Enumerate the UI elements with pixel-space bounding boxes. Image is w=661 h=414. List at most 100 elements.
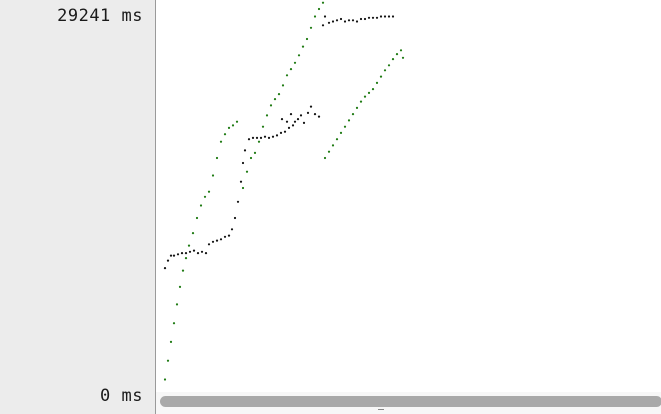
data-point-series-1: [279, 131, 283, 134]
data-point-series-2: [387, 64, 391, 67]
horizontal-scrollbar[interactable]: [155, 392, 661, 414]
data-point-series-2: [169, 340, 173, 343]
data-point-series-2: [227, 126, 231, 129]
data-point-series-2: [181, 269, 185, 272]
data-point-series-1: [335, 19, 339, 22]
y-axis-panel: 29241 ms 0 ms: [0, 0, 155, 414]
data-point-series-1: [379, 15, 383, 18]
data-point-series-2: [175, 303, 179, 306]
data-point-series-2: [273, 98, 277, 101]
data-point-series-1: [255, 136, 259, 139]
data-point-series-2: [347, 119, 351, 122]
data-point-series-2: [253, 151, 257, 154]
data-point-series-1: [192, 249, 196, 252]
data-point-series-2: [235, 120, 239, 123]
data-point-series-1: [391, 15, 395, 18]
data-point-series-1: [306, 111, 310, 114]
data-point-series-1: [211, 240, 215, 243]
data-point-series-2: [172, 322, 176, 325]
data-point-series-1: [233, 216, 237, 220]
data-point-series-2: [323, 156, 327, 160]
data-point-series-2: [166, 359, 170, 362]
data-point-series-2: [363, 95, 367, 98]
data-point-series-1: [241, 161, 245, 165]
data-point-series-2: [391, 58, 395, 61]
data-point-series-1: [166, 259, 170, 262]
data-point-series-2: [355, 106, 359, 109]
data-point-series-1: [247, 138, 251, 141]
data-point-series-1: [313, 113, 317, 116]
data-point-series-2: [257, 140, 261, 143]
data-point-series-1: [355, 20, 359, 23]
scroll-tick-mark: [378, 409, 384, 410]
data-point-series-2: [231, 124, 235, 127]
data-point-series-2: [203, 195, 207, 198]
data-point-series-2: [207, 190, 211, 193]
data-point-series-2: [401, 56, 405, 59]
data-point-series-1: [383, 15, 387, 18]
data-point-series-2: [301, 45, 305, 48]
data-point-series-1: [347, 19, 351, 22]
data-point-series-1: [230, 228, 234, 231]
data-point-series-2: [379, 75, 383, 78]
data-point-series-2: [163, 378, 167, 381]
data-point-series-1: [302, 121, 306, 124]
data-point-series-2: [359, 100, 363, 103]
data-point-series-2: [195, 216, 199, 220]
data-point-series-2: [269, 104, 273, 107]
data-point-series-2: [297, 54, 301, 57]
data-point-series-1: [299, 114, 303, 117]
scrollbar-thumb[interactable]: [160, 396, 661, 407]
data-point-series-1: [387, 15, 391, 18]
data-point-series-2: [277, 93, 281, 96]
scatter-plot: [163, 1, 405, 381]
data-point-series-1: [259, 136, 263, 139]
data-point-series-1: [271, 135, 275, 138]
data-point-series-1: [219, 238, 223, 241]
data-point-series-2: [261, 125, 265, 128]
data-point-series-1: [327, 21, 331, 24]
data-point-series-1: [227, 234, 231, 237]
data-point-series-1: [309, 105, 313, 108]
data-point-series-1: [321, 24, 325, 27]
data-point-series-1: [188, 250, 192, 253]
data-point-series-1: [289, 113, 293, 116]
data-point-series-1: [163, 267, 167, 270]
data-point-series-1: [359, 17, 363, 21]
data-point-series-1: [251, 136, 255, 139]
data-point-series-2: [395, 53, 399, 56]
data-point-series-2: [223, 133, 227, 136]
data-point-series-1: [239, 180, 243, 183]
data-point-series-2: [265, 114, 269, 117]
data-point-series-1: [296, 118, 300, 121]
data-point-series-1: [180, 252, 184, 255]
data-point-series-1: [275, 134, 279, 137]
data-point-series-1: [339, 17, 343, 21]
data-point-series-1: [283, 130, 287, 133]
data-point-series-1: [280, 118, 284, 121]
data-point-series-1: [291, 124, 295, 127]
data-point-series-2: [249, 156, 253, 160]
data-point-series-1: [223, 235, 227, 238]
data-point-series-2: [399, 49, 403, 52]
data-point-series-2: [317, 7, 321, 11]
data-point-series-2: [191, 232, 195, 235]
data-point-series-1: [215, 239, 219, 242]
data-point-series-2: [339, 131, 343, 134]
data-point-series-2: [383, 69, 387, 72]
data-point-series-2: [289, 68, 293, 71]
data-point-series-2: [351, 113, 355, 116]
data-point-series-1: [331, 20, 335, 23]
data-point-series-1: [367, 16, 371, 19]
data-point-series-1: [176, 253, 180, 256]
data-point-series-1: [293, 120, 297, 123]
data-point-series-2: [211, 174, 215, 177]
data-point-series-2: [375, 81, 379, 84]
data-point-series-1: [236, 200, 240, 203]
data-point-series-2: [178, 285, 182, 288]
data-point-series-1: [169, 254, 173, 257]
data-point-series-1: [196, 252, 200, 255]
data-point-series-1: [375, 16, 379, 19]
data-point-series-1: [351, 19, 355, 22]
data-point-series-2: [313, 15, 317, 18]
